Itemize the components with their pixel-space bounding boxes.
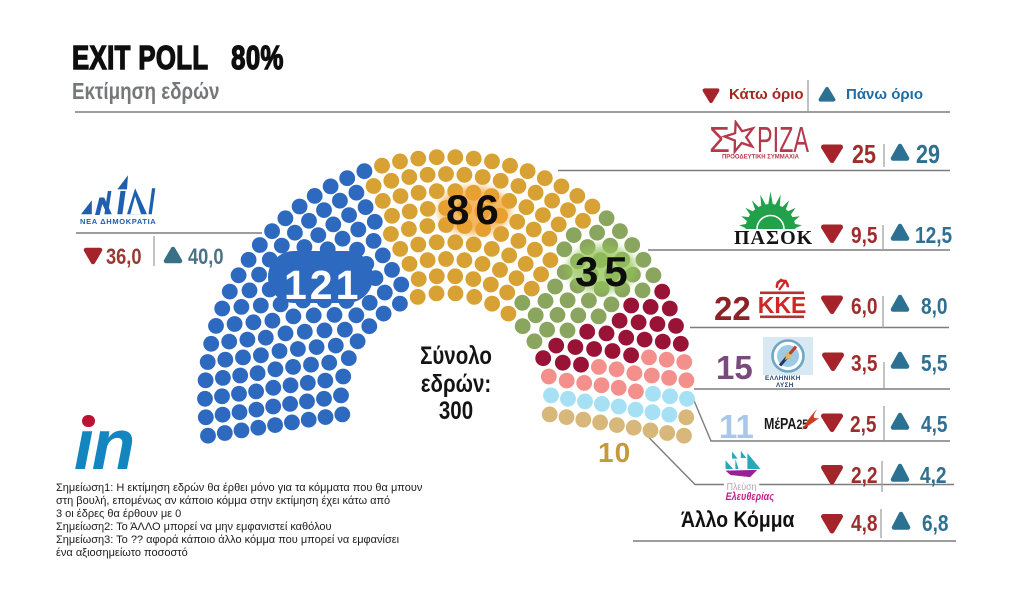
svg-text:ΡΙΖΑ: ΡΙΖΑ — [757, 120, 809, 160]
svg-text:Σ: Σ — [709, 120, 730, 160]
svg-text:KKE: KKE — [758, 292, 807, 318]
svg-text:ΠΡΟΟΔΕΥΤΙΚΗ ΣΥΜΜΑΧΙΑ: ΠΡΟΟΔΕΥΤΙΚΗ ΣΥΜΜΑΧΙΑ — [722, 154, 799, 161]
